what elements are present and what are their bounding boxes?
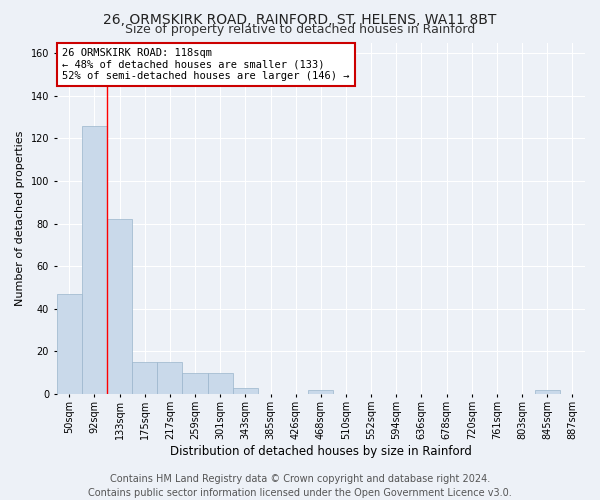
Bar bbox=[535, 390, 560, 394]
Text: Size of property relative to detached houses in Rainford: Size of property relative to detached ho… bbox=[125, 22, 475, 36]
X-axis label: Distribution of detached houses by size in Rainford: Distribution of detached houses by size … bbox=[170, 444, 472, 458]
Bar bbox=[208, 372, 233, 394]
Bar bbox=[233, 388, 258, 394]
Bar bbox=[157, 362, 182, 394]
Bar bbox=[107, 220, 132, 394]
Bar bbox=[82, 126, 107, 394]
Bar bbox=[308, 390, 334, 394]
Text: 26 ORMSKIRK ROAD: 118sqm
← 48% of detached houses are smaller (133)
52% of semi-: 26 ORMSKIRK ROAD: 118sqm ← 48% of detach… bbox=[62, 48, 349, 81]
Bar bbox=[56, 294, 82, 394]
Text: 26, ORMSKIRK ROAD, RAINFORD, ST. HELENS, WA11 8BT: 26, ORMSKIRK ROAD, RAINFORD, ST. HELENS,… bbox=[103, 12, 497, 26]
Y-axis label: Number of detached properties: Number of detached properties bbox=[15, 130, 25, 306]
Text: Contains HM Land Registry data © Crown copyright and database right 2024.
Contai: Contains HM Land Registry data © Crown c… bbox=[88, 474, 512, 498]
Bar bbox=[182, 372, 208, 394]
Bar bbox=[132, 362, 157, 394]
